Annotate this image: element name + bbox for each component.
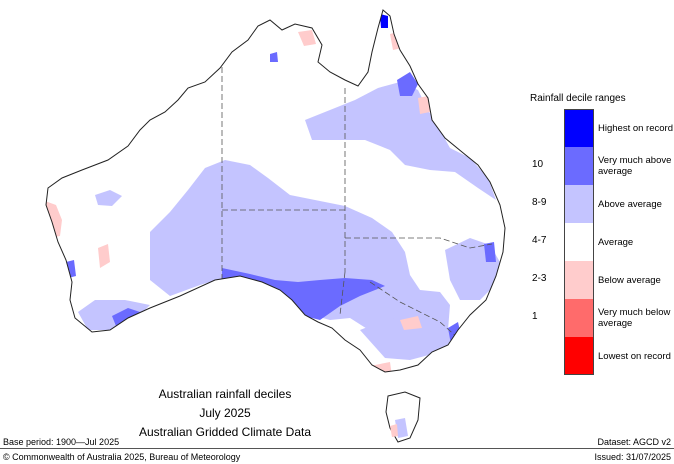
map-title-line3: Australian Gridded Climate Data bbox=[138, 425, 312, 439]
region-vma-capeyork bbox=[397, 72, 418, 96]
legend-item-highest: Highest on record bbox=[530, 109, 674, 147]
issued-date: Issued: 31/07/2025 bbox=[594, 452, 671, 462]
legend-label: Average bbox=[598, 236, 634, 248]
legend-swatch-below bbox=[564, 261, 594, 299]
region-highest bbox=[380, 14, 388, 28]
legend-swatch-very-much-above bbox=[564, 147, 594, 185]
legend-label: Below average bbox=[598, 274, 661, 286]
region-above-west bbox=[95, 190, 122, 206]
base-period: Base period: 1900—Jul 2025 bbox=[3, 437, 120, 447]
region-below-qld bbox=[418, 96, 430, 114]
region-above-central bbox=[150, 160, 450, 345]
legend-swatch-highest bbox=[564, 109, 594, 147]
region-above-northeast bbox=[305, 82, 496, 200]
legend-item-very-much-above: 10 Very much above average bbox=[530, 147, 674, 185]
legend-item-above: 8-9 Above average bbox=[530, 185, 674, 223]
map-title-line1: Australian rainfall deciles bbox=[158, 387, 292, 401]
legend-swatch-average bbox=[564, 223, 594, 261]
legend-item-average: 4-7 Average bbox=[530, 223, 674, 261]
legend-label: Very much above average bbox=[598, 155, 672, 177]
legend-range: 10 bbox=[532, 159, 544, 170]
region-below-wheatbelt bbox=[98, 244, 110, 268]
legend-range: 8-9 bbox=[532, 197, 547, 208]
dataset-label: Dataset: AGCD v2 bbox=[597, 437, 671, 447]
legend-swatch-very-much-below bbox=[564, 299, 594, 337]
legend-label: Very much below average bbox=[598, 307, 671, 329]
legend-label: Highest on record bbox=[598, 122, 673, 134]
map-title: Australian rainfall deciles July 2025 Au… bbox=[120, 385, 330, 442]
footer-divider bbox=[0, 448, 674, 449]
legend-swatch-lowest bbox=[564, 337, 594, 375]
legend-item-below: 2-3 Below average bbox=[530, 261, 674, 299]
legend-item-lowest: Lowest on record bbox=[530, 337, 674, 375]
region-below-vic bbox=[400, 316, 422, 330]
region-above-southeast bbox=[360, 318, 458, 360]
legend-range: 2-3 bbox=[532, 273, 547, 284]
copyright-notice: © Commonwealth of Australia 2025, Bureau… bbox=[3, 452, 241, 462]
legend-label: Above average bbox=[598, 198, 662, 210]
region-vma-east bbox=[484, 242, 496, 262]
region-vma-topend bbox=[270, 52, 278, 62]
region-below-topend bbox=[298, 30, 316, 46]
legend-label: Lowest on record bbox=[598, 350, 671, 362]
legend-title: Rainfall decile ranges bbox=[530, 93, 626, 104]
legend-item-very-much-below: 1 Very much below average bbox=[530, 299, 674, 337]
legend-range: 1 bbox=[532, 311, 538, 322]
legend-range: 4-7 bbox=[532, 235, 547, 246]
legend-swatch-above bbox=[564, 185, 594, 223]
map-title-line2: July 2025 bbox=[199, 406, 251, 420]
